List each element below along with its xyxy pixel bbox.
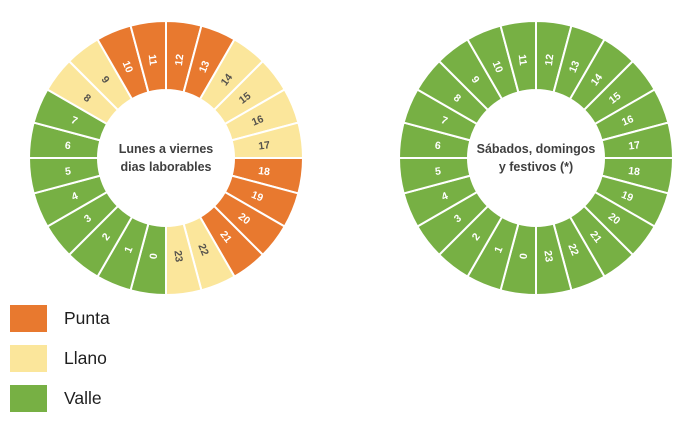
hour-label-22: 22 (195, 242, 211, 258)
hour-label-23: 23 (171, 250, 184, 263)
hour-label-4: 4 (440, 190, 450, 203)
legend-item-llano: Llano (10, 345, 110, 372)
hour-label-23: 23 (541, 250, 554, 263)
hour-segment-23 (535, 222, 573, 296)
hour-label-13: 13 (197, 59, 213, 75)
hour-label-16: 16 (250, 113, 266, 129)
valle-legend-label: Valle (64, 388, 102, 408)
hour-label-18: 18 (257, 165, 270, 178)
hour-label-19: 19 (619, 189, 635, 205)
hour-label-22: 22 (565, 242, 581, 258)
hour-label-19: 19 (249, 189, 265, 205)
hour-label-10: 10 (120, 59, 136, 75)
hour-label-1: 1 (492, 245, 505, 255)
hour-label-17: 17 (628, 139, 641, 152)
hour-label-4: 4 (70, 190, 80, 203)
hour-label-11: 11 (516, 54, 529, 67)
hour-label-17: 17 (258, 139, 271, 152)
hour-label-16: 16 (620, 113, 636, 129)
weekend-donut-chart: 0 1 2 3 4 5 6 7 8 9 10 11 12 13 14 15 16 17 18 19 20 21 22 23 S… (396, 18, 676, 298)
hour-label-6: 6 (434, 140, 442, 153)
hour-label-6: 6 (64, 140, 72, 153)
hour-label-0: 0 (518, 252, 531, 260)
hour-label-11: 11 (146, 54, 159, 67)
hour-label-7: 7 (439, 114, 449, 127)
hour-label-5: 5 (64, 165, 72, 178)
hour-label-12: 12 (173, 53, 186, 66)
hour-label-10: 10 (490, 59, 506, 75)
hour-label-7: 7 (69, 114, 79, 127)
hour-label-1: 1 (122, 245, 135, 255)
llano-legend-label: Llano (64, 348, 107, 368)
hour-label-18: 18 (627, 165, 640, 178)
hour-label-12: 12 (543, 53, 556, 66)
hour-label-5: 5 (434, 165, 442, 178)
weekday-donut-chart: 0 1 2 3 4 5 6 7 8 9 10 11 12 13 14 15 16 17 18 19 20 21 22 23 L… (26, 18, 306, 298)
llano-color-swatch (10, 345, 47, 372)
hour-label-13: 13 (567, 59, 583, 75)
legend-item-punta: Punta (10, 305, 110, 332)
hour-label-0: 0 (148, 252, 161, 260)
legend: Punta Llano Valle (10, 305, 110, 425)
legend-item-valle: Valle (10, 385, 110, 412)
punta-color-swatch (10, 305, 47, 332)
punta-legend-label: Punta (64, 308, 110, 328)
valle-color-swatch (10, 385, 47, 412)
hour-segment-23 (165, 222, 203, 296)
